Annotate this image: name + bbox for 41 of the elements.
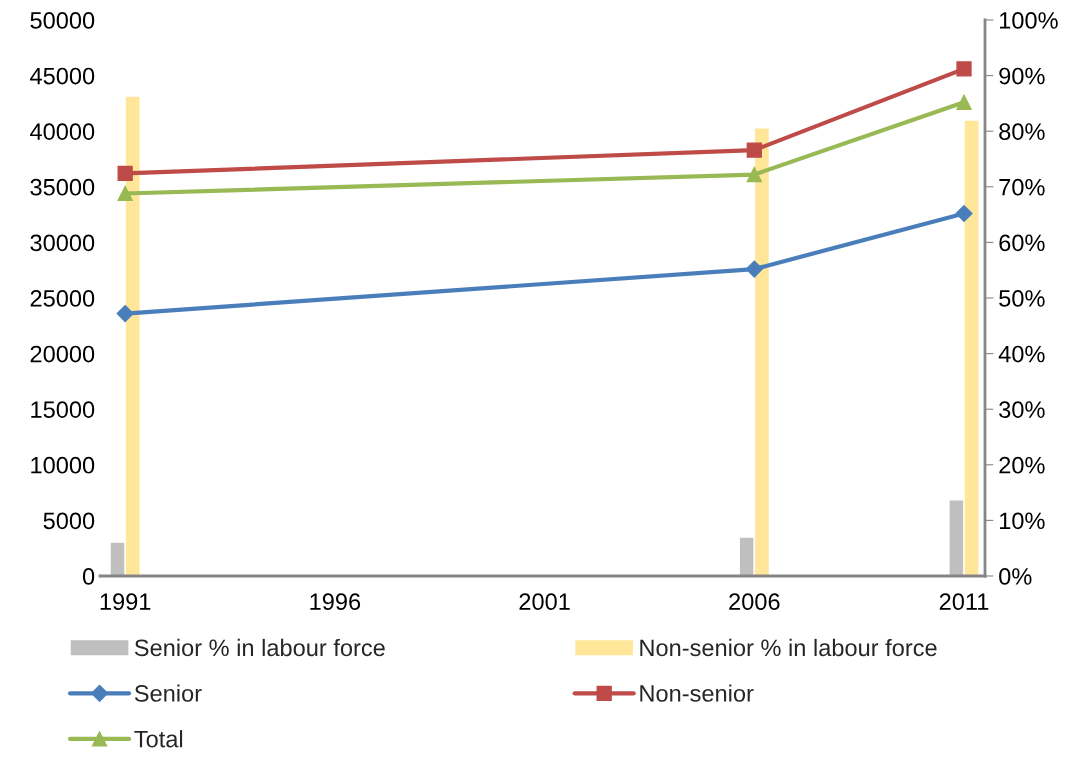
y2-tick-label: 10% (999, 512, 1045, 530)
x-tick-label: 1991 (100, 593, 151, 611)
y-tick-label: 30000 (30, 234, 95, 252)
x-tick-label: 2011 (939, 593, 989, 611)
y-tick-label: 50000 (30, 12, 95, 29)
point (116, 305, 134, 323)
point (956, 61, 972, 77)
y2-tick-label: 30% (999, 401, 1045, 418)
y-tick-label: 40000 (30, 123, 95, 140)
point (117, 185, 133, 202)
y-tick-label: 20000 (30, 345, 95, 363)
y-tick-label: 5000 (43, 512, 95, 530)
legend-label: Senior (134, 684, 202, 702)
y2-tick-label: 90% (999, 67, 1045, 85)
x-tick-label: 1996 (310, 593, 361, 611)
y-tick-label: 35000 (30, 178, 95, 196)
y-tick-label: 10000 (31, 456, 95, 474)
y-tick-label: 15000 (31, 401, 95, 418)
y2-tick-label: 80% (999, 123, 1045, 140)
y-tick-label: 0 (82, 568, 95, 585)
point (745, 260, 763, 278)
y-tick-label: 45000 (30, 67, 95, 85)
y2-tick-label: 20% (999, 456, 1045, 474)
legend-label: Non-senior % in labour force (640, 638, 937, 657)
y2-tick-label: 70% (999, 178, 1045, 196)
y2-tick-label: 100% (999, 12, 1058, 29)
y2-tick-label: 40% (998, 345, 1045, 363)
point (956, 94, 972, 110)
y2-tick-label: 60% (999, 234, 1045, 252)
legend-label: Non-senior (640, 684, 754, 702)
legend-label: Senior % in labour force (134, 638, 385, 657)
legend-label: Total (134, 730, 183, 748)
x-tick-label: 2006 (729, 593, 780, 611)
x-tick-label: 2001 (519, 593, 570, 611)
y2-tick-label: 50% (999, 290, 1045, 307)
point (117, 165, 133, 182)
point (746, 166, 762, 183)
point (955, 204, 973, 223)
y2-tick-label: 0% (999, 568, 1032, 585)
point (746, 142, 762, 158)
y-tick-label: 25000 (30, 290, 95, 307)
